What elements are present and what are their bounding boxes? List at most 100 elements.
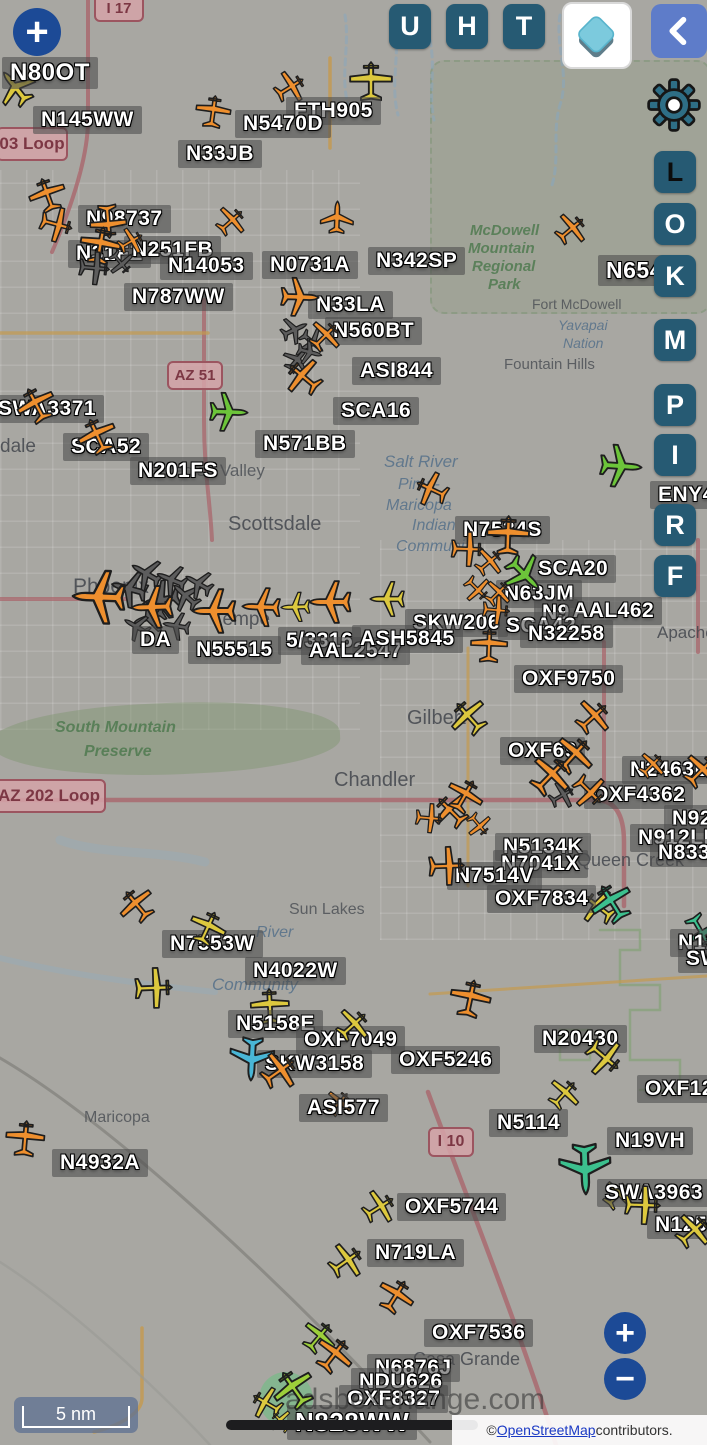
- map-place-label: Chandler: [334, 769, 416, 791]
- aircraft-callsign[interactable]: N19VH: [607, 1127, 694, 1155]
- aircraft-callsign[interactable]: OXF9750: [514, 665, 624, 693]
- aircraft-callsign[interactable]: N571BB: [255, 430, 355, 458]
- map-place-label: Maricopa: [386, 497, 452, 514]
- aircraft-callsign[interactable]: ASI577: [299, 1094, 389, 1122]
- aircraft-callsign[interactable]: N4022W: [245, 957, 346, 985]
- letter-button-F[interactable]: F: [654, 555, 696, 597]
- aircraft-callsign[interactable]: OXF7049: [296, 1026, 406, 1054]
- aircraft-icon[interactable]: [468, 626, 509, 667]
- aircraft-icon[interactable]: [478, 593, 513, 628]
- zoom-in-button[interactable]: +: [604, 1312, 646, 1354]
- aircraft-icon[interactable]: [192, 92, 235, 135]
- map-button-T[interactable]: T: [503, 4, 545, 49]
- aircraft-callsign[interactable]: N4932A: [52, 1149, 149, 1177]
- aircraft-callsign[interactable]: OXF7536: [424, 1319, 534, 1347]
- aircraft-callsign[interactable]: SW: [678, 945, 707, 973]
- aircraft-icon[interactable]: [318, 199, 355, 236]
- aircraft-icon[interactable]: [423, 844, 466, 887]
- aircraft-callsign[interactable]: N5158E: [228, 1010, 323, 1038]
- aircraft-callsign[interactable]: N0731A: [262, 251, 359, 279]
- aircraft-icon[interactable]: [308, 579, 354, 625]
- aircraft-callsign[interactable]: N5114: [489, 1109, 569, 1137]
- map-button-U[interactable]: U: [389, 4, 431, 49]
- aircraft-icon[interactable]: [129, 583, 177, 631]
- plus-icon: +: [25, 9, 49, 54]
- chevron-left-icon: [669, 16, 687, 46]
- aircraft-icon[interactable]: [70, 567, 130, 627]
- aircraft-icon[interactable]: [444, 974, 496, 1026]
- map-place-label: McDowell: [470, 222, 540, 239]
- aircraft-callsign[interactable]: N7553W: [162, 930, 263, 958]
- aircraft-callsign[interactable]: N201FS: [130, 457, 227, 485]
- aircraft-callsign[interactable]: AAL462: [565, 597, 663, 625]
- aircraft-icon[interactable]: [556, 1139, 614, 1197]
- aircraft-callsign[interactable]: N719LA: [367, 1239, 465, 1267]
- aircraft-callsign[interactable]: N5470D: [235, 110, 332, 138]
- map-place-label: Salt River: [384, 452, 458, 471]
- aircraft-icon[interactable]: [240, 585, 283, 628]
- letter-button-O[interactable]: O: [654, 203, 696, 245]
- aircraft-icon[interactable]: [206, 390, 249, 433]
- map-place-label: Indian: [412, 517, 456, 534]
- aircraft-icon[interactable]: [191, 587, 239, 635]
- aircraft-callsign[interactable]: N14053: [160, 252, 253, 280]
- road-shield: AZ 51: [167, 361, 223, 390]
- map-scale: 5 nm: [14, 1397, 138, 1433]
- scale-bracket: [22, 1406, 130, 1428]
- map-place-label: Mountain: [468, 240, 535, 257]
- aircraft-callsign[interactable]: OXF7834: [487, 885, 597, 913]
- gear-icon: [647, 78, 701, 132]
- layers-icon: [578, 15, 615, 57]
- aircraft-callsign[interactable]: N80OT: [2, 57, 98, 89]
- aircraft-callsign[interactable]: N32258: [520, 620, 613, 648]
- back-button[interactable]: [651, 4, 707, 58]
- letter-button-P[interactable]: P: [654, 384, 696, 426]
- letter-button-R[interactable]: R: [654, 504, 696, 546]
- map-place-label: Apache: [657, 623, 707, 642]
- aircraft-icon[interactable]: [129, 965, 175, 1011]
- aircraft-callsign[interactable]: N833: [650, 839, 707, 867]
- map-place-label: Scottsdale: [228, 513, 322, 535]
- map-place-label: Nation: [563, 335, 604, 351]
- aircraft-callsign[interactable]: N145WW: [33, 106, 142, 134]
- openstreetmap-link[interactable]: OpenStreetMap: [496, 1422, 596, 1438]
- aircraft-icon[interactable]: [369, 580, 407, 618]
- map-place-label: South Mountain: [55, 719, 176, 736]
- road-shield: I 10: [428, 1127, 474, 1157]
- aircraft-callsign[interactable]: DA: [132, 626, 180, 654]
- map-place-label: River: [256, 924, 294, 941]
- road-shield: I 17: [94, 0, 144, 22]
- home-indicator-bar: [226, 1420, 478, 1430]
- aircraft-callsign[interactable]: N33JB: [178, 140, 262, 168]
- aircraft-callsign[interactable]: ASI844: [352, 357, 442, 385]
- aircraft-icon[interactable]: [2, 1117, 48, 1163]
- map-place-label: Fort McDowell: [532, 296, 622, 312]
- zoom-in-button-top[interactable]: +: [13, 8, 61, 56]
- aircraft-callsign[interactable]: N560BT: [325, 317, 423, 345]
- aircraft-callsign[interactable]: SCA20: [530, 555, 617, 583]
- letter-button-K[interactable]: K: [654, 255, 696, 297]
- map-button-H[interactable]: H: [446, 4, 488, 49]
- letter-button-I[interactable]: I: [654, 434, 696, 476]
- aircraft-callsign[interactable]: OXF5744: [397, 1193, 507, 1221]
- aircraft-callsign[interactable]: ASH5845: [352, 625, 463, 653]
- aircraft-callsign[interactable]: N33LA: [308, 291, 394, 319]
- layers-button[interactable]: [562, 2, 632, 69]
- map-place-label: Park: [488, 276, 521, 293]
- aircraft-callsign[interactable]: N342SP: [368, 247, 466, 275]
- settings-button[interactable]: [645, 76, 703, 134]
- aircraft-icon[interactable]: [595, 441, 644, 490]
- aircraft-icon[interactable]: [619, 1183, 662, 1226]
- letter-button-L[interactable]: L: [654, 151, 696, 193]
- aircraft-icon[interactable]: [277, 275, 320, 318]
- aircraft-icon[interactable]: [411, 801, 446, 836]
- map-place-label: dale: [0, 436, 36, 457]
- aircraft-callsign[interactable]: SCA16: [333, 397, 420, 425]
- zoom-out-button[interactable]: −: [604, 1358, 646, 1400]
- aircraft-callsign[interactable]: N55515: [188, 636, 281, 664]
- letter-button-M[interactable]: M: [654, 319, 696, 361]
- aircraft-callsign[interactable]: OXF5246: [391, 1046, 501, 1074]
- aircraft-callsign[interactable]: N787WW: [124, 283, 233, 311]
- aircraft-callsign[interactable]: OXF12: [637, 1075, 707, 1103]
